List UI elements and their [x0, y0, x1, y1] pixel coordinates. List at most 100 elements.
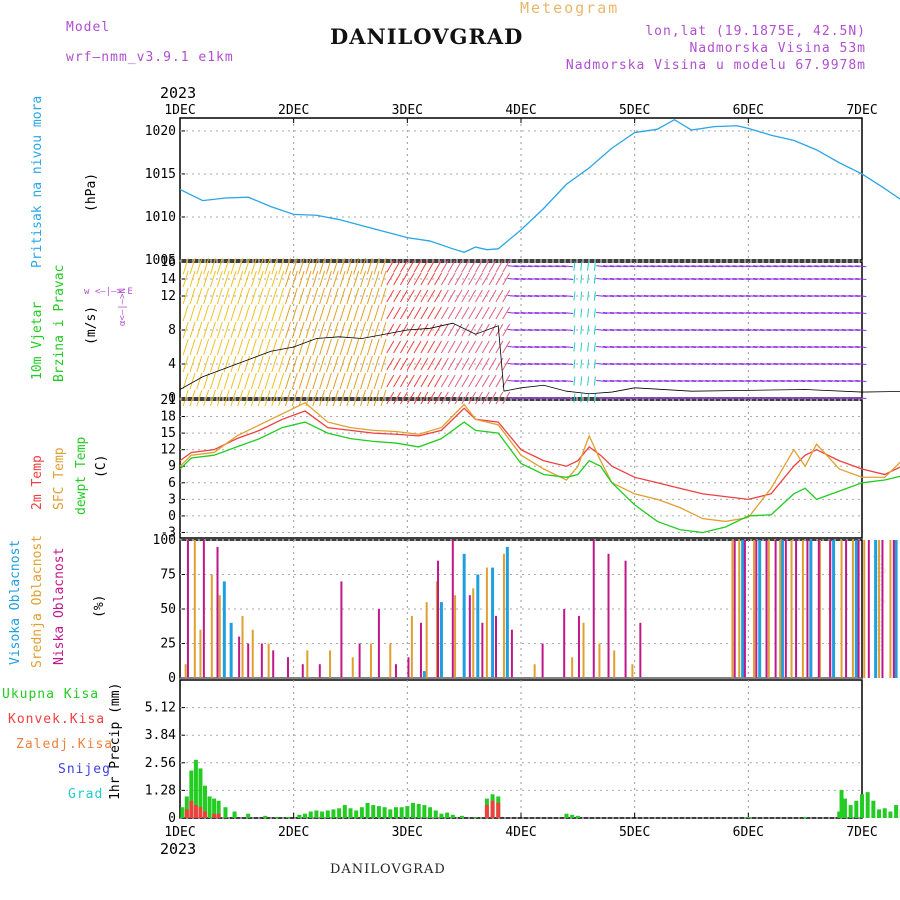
- wind-barb: [643, 312, 655, 314]
- precip-y-tick: 0: [168, 811, 176, 826]
- wind-barb: [507, 380, 519, 382]
- wind-barb: [534, 312, 546, 314]
- wind-barb: [698, 363, 710, 365]
- precip-total-bar: [348, 808, 353, 818]
- wind-barb: [527, 397, 540, 399]
- wind-barb: [691, 329, 703, 331]
- wind-barb: [718, 363, 731, 365]
- wind-barb: [587, 325, 590, 335]
- wind-barb: [807, 363, 819, 365]
- wind-barb: [488, 272, 497, 286]
- wind-barb: [814, 295, 826, 297]
- wind-barb: [534, 278, 546, 280]
- cloud-low-bar: [817, 540, 820, 678]
- wind-barb: [555, 346, 567, 348]
- wind-barb: [250, 304, 257, 322]
- wind-barb: [250, 355, 257, 373]
- wind-barb: [468, 272, 477, 286]
- cloud-low-bar: [437, 560, 440, 678]
- precip-total-bar: [848, 805, 853, 818]
- precip-total-bar: [405, 806, 410, 818]
- wind-barb: [427, 272, 436, 286]
- wind-barb: [196, 355, 203, 373]
- wind-barb: [440, 340, 449, 354]
- wind-barb: [420, 374, 429, 388]
- wind-barb: [800, 295, 812, 297]
- cloud-low-bar: [607, 553, 610, 678]
- wind-barb: [725, 265, 737, 268]
- wind-barb: [250, 270, 257, 288]
- wind-barb: [305, 389, 312, 407]
- wind-barb: [203, 258, 210, 275]
- wind-barb: [353, 270, 360, 288]
- precip-convective-bar: [198, 807, 203, 818]
- wind-barb: [332, 287, 339, 305]
- precip-total-bar: [450, 814, 455, 818]
- precip-convective-bar: [496, 802, 501, 818]
- wind-barb: [244, 287, 251, 305]
- wind-barb: [834, 363, 846, 365]
- x-tick-label-bottom: 6DEC: [733, 825, 764, 840]
- wind-barb: [223, 338, 230, 356]
- cloud-low-bar: [806, 540, 809, 678]
- wind-barb: [353, 355, 360, 373]
- cloud-mid-bar: [425, 602, 428, 678]
- wind-barb: [319, 304, 326, 322]
- wind-barb: [305, 321, 312, 339]
- wind-barb: [548, 278, 560, 280]
- wind-barb: [488, 259, 497, 273]
- pressure-y-tick: 1010: [145, 210, 176, 225]
- wind-barb: [807, 329, 819, 331]
- wind-barb: [677, 363, 690, 365]
- wind-y-tick: 8: [168, 323, 176, 338]
- wind-barb: [657, 346, 669, 348]
- wind-barb: [814, 265, 826, 268]
- temp-y-tick: 3: [168, 492, 176, 507]
- wind-barb: [332, 355, 339, 373]
- wind-barb: [753, 363, 765, 365]
- wind-barb: [380, 270, 387, 288]
- wind-barb: [454, 259, 463, 273]
- wind-barb: [800, 397, 812, 399]
- wind-barb: [630, 329, 642, 331]
- wind-barb: [223, 304, 230, 322]
- cloud-mid-bar: [840, 540, 843, 678]
- wind-barb: [787, 278, 799, 280]
- wind-barb: [787, 312, 799, 314]
- x-tick-label-top: 2DEC: [278, 103, 309, 118]
- cloud-low-bar: [624, 560, 627, 678]
- wind-barb: [339, 355, 346, 373]
- wind-barb: [527, 312, 540, 314]
- wind-y-tick: 16: [160, 255, 176, 270]
- temp-dewpt-line: [179, 421, 900, 534]
- wind-barb: [698, 295, 710, 297]
- cloud-low-bar: [186, 540, 189, 678]
- wind-barb: [555, 278, 567, 280]
- wind-barb: [196, 270, 203, 288]
- wind-barb: [223, 355, 230, 373]
- wind-barb: [346, 338, 353, 356]
- wind-barb: [440, 374, 449, 388]
- precip-total-bar: [359, 807, 364, 818]
- wind-barb: [386, 289, 395, 303]
- wind-barb: [580, 376, 583, 386]
- wind-barb: [507, 278, 519, 280]
- precip-total-bar: [263, 815, 268, 818]
- wind-barb: [373, 389, 380, 407]
- wind-barb: [739, 397, 751, 399]
- wind-barb: [373, 338, 380, 356]
- wind-barb: [203, 321, 210, 339]
- wind-barb: [657, 380, 669, 382]
- wind-barb: [562, 380, 574, 382]
- precip-total-bar: [877, 809, 882, 818]
- wind-barb: [677, 265, 690, 268]
- wind-barb: [793, 278, 806, 280]
- wind-barb: [237, 304, 244, 322]
- wind-barb: [257, 355, 264, 373]
- wind-barb: [380, 287, 387, 305]
- wind-barb: [285, 338, 291, 356]
- wind-barb: [413, 323, 422, 337]
- wind-barb: [298, 355, 305, 373]
- wind-barb: [339, 304, 346, 322]
- wind-barb: [573, 376, 576, 386]
